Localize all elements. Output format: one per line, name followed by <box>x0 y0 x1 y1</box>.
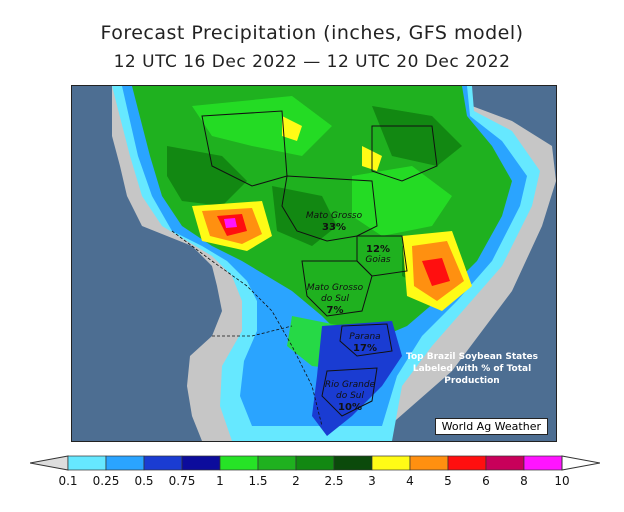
state-share: 17% <box>353 343 377 354</box>
legend-swatch <box>333 455 373 471</box>
legend-swatch <box>257 455 297 471</box>
precip-magenta <box>224 218 237 228</box>
state-share: 33% <box>322 222 346 233</box>
state-label-mato-grosso-do-sul: Mato Grosso do Sul 7% <box>302 283 368 316</box>
map-canvas <box>112 86 556 441</box>
state-name: Parana <box>349 332 381 342</box>
legend-under-arrow <box>30 455 69 471</box>
legend-swatch <box>181 455 221 471</box>
precip-darkgreen <box>167 106 467 291</box>
state-label-parana: Parana 17% <box>340 332 390 354</box>
color-legend <box>30 455 600 471</box>
map-subtitle: 12 UTC 16 Dec 2022 — 12 UTC 20 Dec 2022 <box>113 52 511 72</box>
state-share: 12% <box>366 244 390 255</box>
state-label-mato-grosso: Mato Grosso 33% <box>294 211 374 233</box>
legend-tick-label: 6 <box>482 474 490 488</box>
state-share: 10% <box>338 402 362 413</box>
legend-tick-label: 2.5 <box>324 474 344 488</box>
map-title: Forecast Precipitation (inches, GFS mode… <box>100 22 524 44</box>
state-share: 7% <box>326 305 344 316</box>
legend-swatch <box>409 455 449 471</box>
precip-lightgreen <box>192 96 452 371</box>
precipitation-map: Mato Grosso 33% 12% Goias Mato Grosso do… <box>71 85 557 442</box>
credit-label: World Ag Weather <box>434 418 548 435</box>
state-label-goias: 12% Goias <box>356 244 400 266</box>
state-name: Mato Grosso do Sul <box>306 283 364 304</box>
precip-south-blue <box>312 321 402 436</box>
precip-red <box>217 214 450 286</box>
legend-swatch <box>143 455 183 471</box>
state-label-rio-grande-do-sul: Rio Grande do Sul 10% <box>322 380 378 413</box>
legend-tick-label: 0.1 <box>58 474 78 488</box>
state-name: Rio Grande do Sul <box>324 380 376 401</box>
legend-tick-label: 0.75 <box>168 474 196 488</box>
legend-tick-label: 3 <box>368 474 376 488</box>
legend-tick-label: 8 <box>520 474 528 488</box>
legend-swatch <box>371 455 411 471</box>
legend-swatch <box>105 455 145 471</box>
legend-swatch <box>67 455 107 471</box>
soybean-note: Top Brazil Soybean States Labeled with %… <box>406 352 538 386</box>
legend-swatch <box>295 455 335 471</box>
state-borders <box>201 110 438 417</box>
state-name: Mato Grosso <box>305 211 363 221</box>
legend-tick-label: 2 <box>292 474 300 488</box>
legend-swatch <box>485 455 525 471</box>
legend-swatch <box>523 455 563 471</box>
legend-tick-label: 1 <box>216 474 224 488</box>
legend-swatch <box>447 455 487 471</box>
legend-tick-label: 1.5 <box>248 474 268 488</box>
country-borders <box>171 230 323 427</box>
legend-swatch <box>219 455 259 471</box>
legend-tick-label: 0.5 <box>134 474 154 488</box>
legend-tick-label: 10 <box>554 474 570 488</box>
legend-tick-label: 4 <box>406 474 414 488</box>
legend-tick-label: 5 <box>444 474 452 488</box>
state-name: Goias <box>365 255 391 265</box>
legend-over-arrow <box>561 455 600 471</box>
legend-tick-label: 0.25 <box>92 474 120 488</box>
